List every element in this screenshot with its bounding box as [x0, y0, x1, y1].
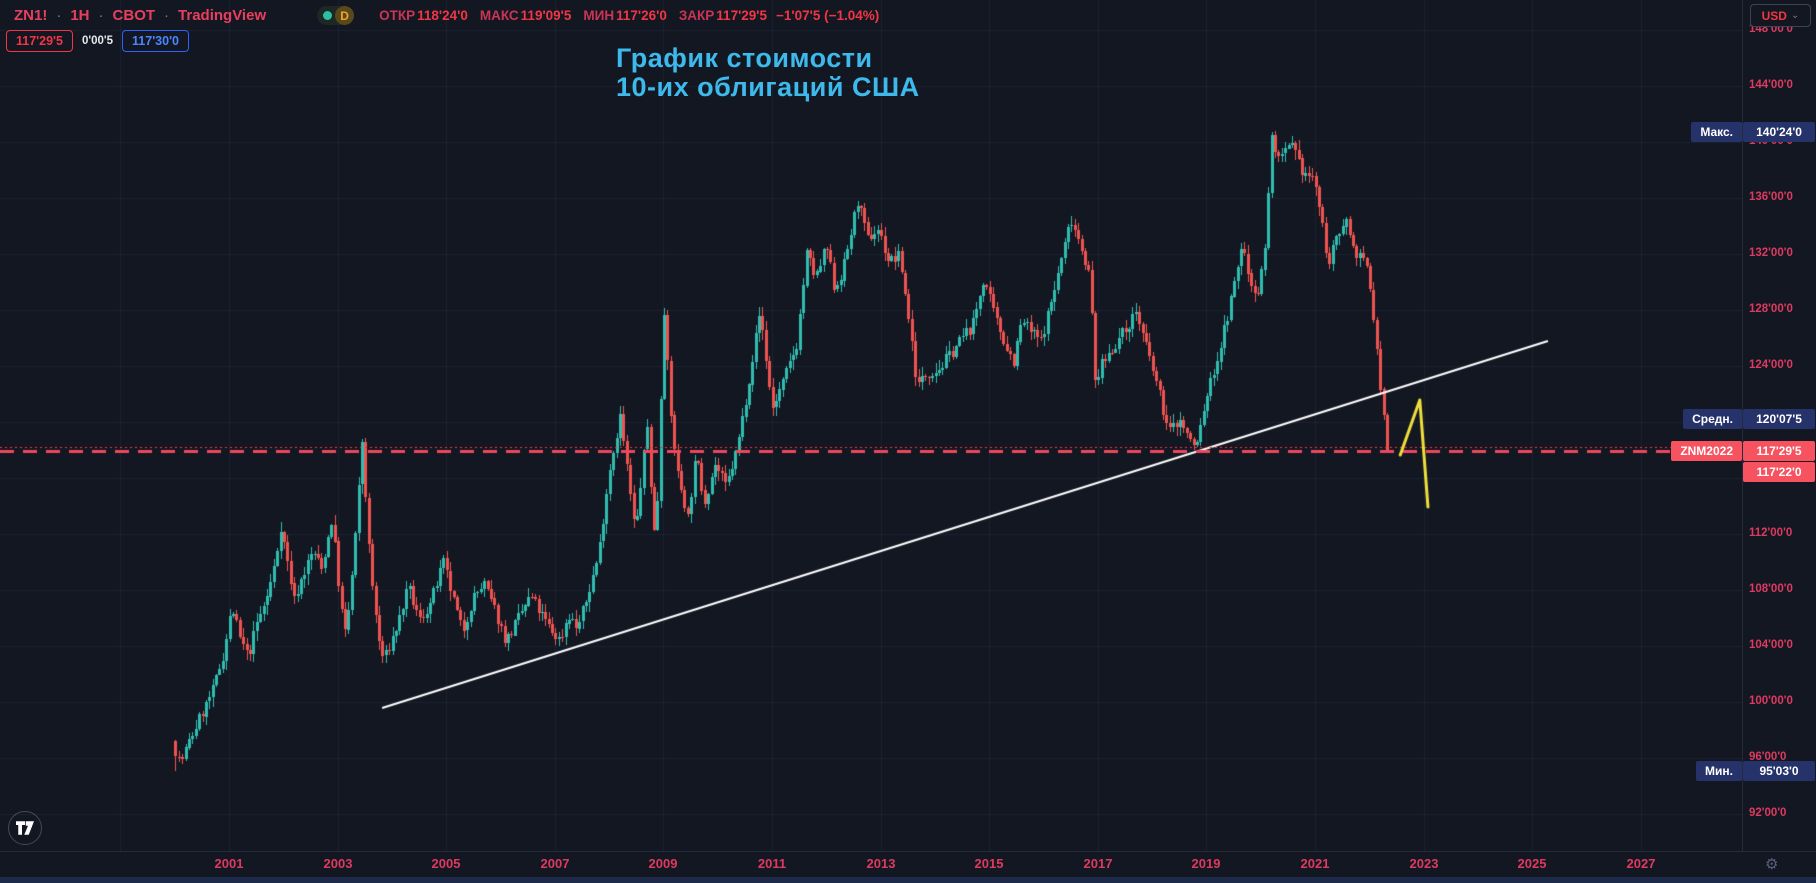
close-value: 117'29'5	[716, 8, 768, 23]
price-tick-label: 104'00'0	[1749, 639, 1793, 651]
tv-glyph-icon	[16, 821, 34, 835]
year-tick-label: 2023	[1409, 856, 1439, 871]
close-label: ЗАКР	[678, 8, 715, 23]
price-tick-label: 132'00'0	[1749, 247, 1793, 259]
price-axis-separator	[1742, 0, 1743, 851]
chart-legend[interactable]: ZN1! · 1H · CBOT · TradingView D ОТКР 118'24'0 …	[14, 6, 880, 25]
price-tick-label: 128'00'0	[1749, 303, 1793, 315]
chart-title-annotation: График стоимости 10-их облигаций США	[616, 44, 920, 102]
year-tick-label: 2011	[757, 856, 787, 871]
delayed-data-icon: D	[335, 6, 355, 25]
spread-value: 0'00'5	[81, 35, 114, 47]
market-status-pill[interactable]: D	[317, 6, 355, 25]
bid-ask-row: 117'29'5 0'00'5 117'30'0	[6, 30, 189, 52]
price-tick-label: 136'00'0	[1749, 191, 1793, 203]
annotation-line-2: 10-их облигаций США	[616, 72, 920, 102]
avg-price-badge: 120'07'5	[1743, 409, 1815, 429]
ohlc-values: ОТКР 118'24'0 МАКС 119'09'5 МИН 117'26'0 ЗА…	[379, 8, 767, 23]
bottom-accent-bar	[0, 877, 1816, 883]
year-tick-label: 2025	[1517, 856, 1547, 871]
price-tick-label: 108'00'0	[1749, 583, 1793, 595]
time-axis[interactable]: 2001 2003 2005 2007 2009 2011 2013 2015 2017 2019…	[0, 852, 1816, 877]
open-label: ОТКР	[379, 8, 416, 23]
sell-button[interactable]: 117'29'5	[6, 30, 73, 52]
price-tick-label: 124'00'0	[1749, 359, 1793, 371]
price-tick-label: 112'00'0	[1749, 527, 1793, 539]
time-axis-separator	[0, 851, 1816, 852]
annotation-line-1: График стоимости	[616, 43, 873, 73]
max-price-badge: 140'24'0	[1743, 122, 1815, 142]
year-tick-label: 2003	[323, 856, 353, 871]
price-chart-canvas[interactable]	[0, 0, 1742, 851]
year-tick-label: 2005	[431, 856, 461, 871]
open-value: 118'24'0	[417, 8, 468, 23]
price-tick-label: 100'00'0	[1749, 695, 1793, 707]
price-change: −1'07'5 (−1.04%)	[776, 8, 880, 23]
chevron-down-icon: ⌄	[1790, 10, 1800, 21]
contract-label-badge: ZNM2022	[1671, 441, 1742, 461]
year-tick-label: 2013	[866, 856, 896, 871]
min-price-badge: 95'03'0	[1743, 761, 1815, 781]
tradingview-logo[interactable]	[8, 811, 42, 845]
year-tick-label: 2017	[1083, 856, 1113, 871]
year-tick-label: 2027	[1626, 856, 1656, 871]
year-tick-label: 2019	[1191, 856, 1221, 871]
max-label-badge: Макс.	[1691, 122, 1742, 142]
buy-button[interactable]: 117'30'0	[122, 30, 189, 52]
high-label: МАКС	[479, 8, 519, 23]
brand-label: TradingView	[178, 7, 267, 24]
avg-label-badge: Средн.	[1683, 409, 1742, 429]
price-tick-label: 96'00'0	[1749, 751, 1787, 763]
exchange-label: CBOT	[112, 7, 156, 24]
high-value: 119'09'5	[520, 8, 572, 23]
year-tick-label: 2001	[214, 856, 244, 871]
year-tick-label: 2009	[648, 856, 678, 871]
second-price-badge: 117'22'0	[1743, 462, 1815, 482]
last-price-badge: 117'29'5	[1743, 441, 1815, 461]
low-label: МИН	[583, 8, 615, 23]
price-tick-label: 92'00'0	[1749, 807, 1787, 819]
year-tick-label: 2015	[974, 856, 1004, 871]
currency-selector-button[interactable]: USD ⌄	[1750, 4, 1811, 27]
low-value: 117'26'0	[616, 8, 667, 23]
gear-icon[interactable]: ⚙	[1765, 856, 1779, 873]
year-tick-label: 2021	[1300, 856, 1330, 871]
price-tick-label: 144'00'0	[1749, 79, 1793, 91]
interval-label[interactable]: 1H	[70, 7, 90, 24]
symbol-name[interactable]: ZN1!	[14, 7, 48, 24]
year-tick-label: 2007	[540, 856, 570, 871]
min-label-badge: Мин.	[1696, 761, 1742, 781]
market-open-dot-icon	[323, 11, 333, 20]
